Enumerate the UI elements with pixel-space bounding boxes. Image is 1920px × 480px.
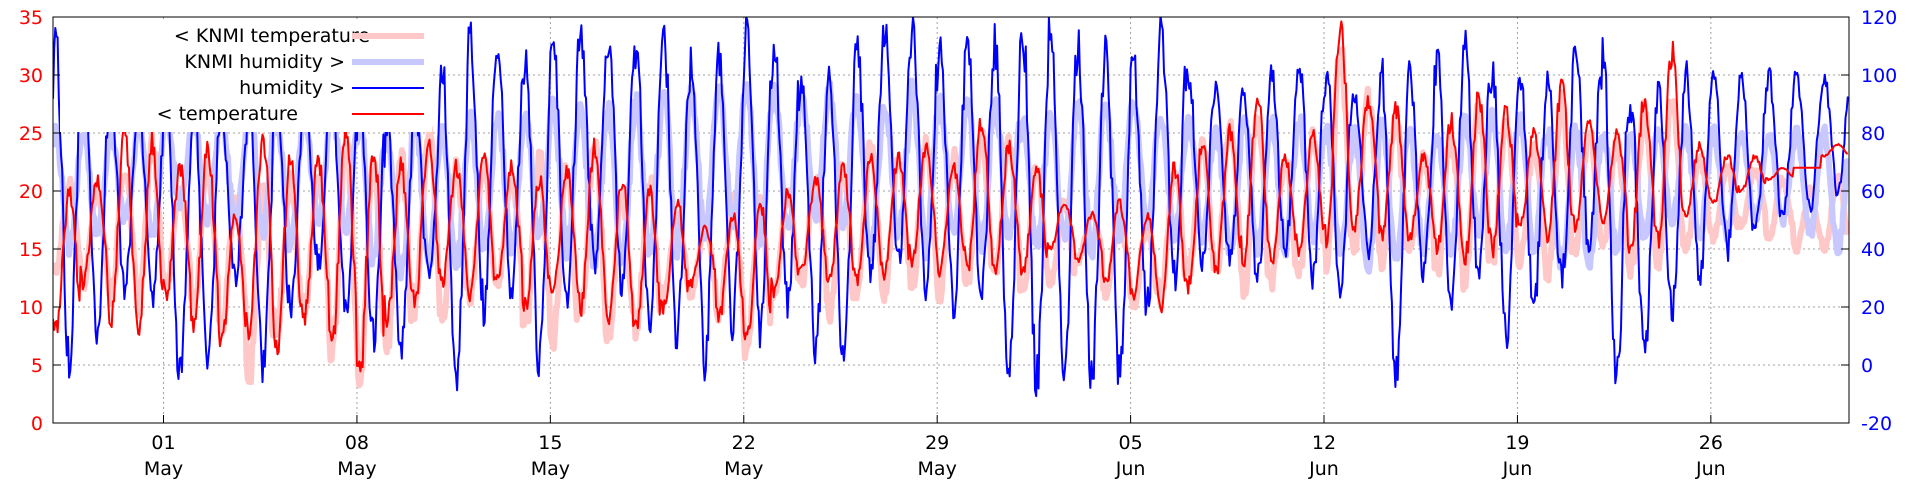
x-tick-day-label: 15 — [538, 432, 562, 454]
x-tick-day-label: 29 — [925, 432, 949, 454]
right-tick-label: 40 — [1861, 239, 1885, 261]
right-tick-label: 100 — [1861, 65, 1897, 87]
x-tick-day-label: 05 — [1119, 432, 1143, 454]
right-tick-label: 20 — [1861, 297, 1885, 319]
x-tick-month-label: May — [144, 458, 183, 480]
legend-label-temperature: < temperature — [157, 103, 298, 125]
x-tick-month-label: Jun — [1695, 458, 1726, 480]
x-tick-day-label: 26 — [1699, 432, 1723, 454]
x-tick-month-label: Jun — [1115, 458, 1146, 480]
series-line-knmi-humidity — [53, 77, 1849, 282]
left-tick-label: 30 — [19, 65, 43, 87]
right-tick-label: 120 — [1861, 7, 1897, 29]
legend-label-humidity: humidity > — [239, 77, 345, 99]
x-tick-month-label: May — [918, 458, 957, 480]
right-tick-label: -20 — [1861, 413, 1892, 435]
left-tick-label: 35 — [19, 7, 43, 29]
x-tick-month-label: May — [337, 458, 376, 480]
left-tick-label: 10 — [19, 297, 43, 319]
series-line-temperature — [53, 20, 1848, 373]
axes: 05101520253035-2002040608010012001May08M… — [19, 7, 1897, 480]
x-tick-day-label: 19 — [1505, 432, 1529, 454]
legend-label-knmi-temperature: < KNMI temperature — [174, 25, 370, 47]
x-tick-day-label: 12 — [1312, 432, 1336, 454]
x-tick-month-label: May — [531, 458, 570, 480]
x-tick-month-label: Jun — [1308, 458, 1339, 480]
x-tick-day-label: 01 — [151, 432, 175, 454]
plot-border — [52, 16, 1850, 424]
legend-label-knmi-humidity: KNMI humidity > — [184, 51, 345, 73]
left-tick-label: 5 — [31, 355, 43, 377]
x-tick-day-label: 08 — [345, 432, 369, 454]
right-tick-label: 60 — [1861, 181, 1885, 203]
left-tick-label: 0 — [31, 413, 43, 435]
left-tick-label: 20 — [19, 181, 43, 203]
right-tick-label: 80 — [1861, 123, 1885, 145]
left-tick-label: 25 — [19, 123, 43, 145]
right-tick-label: 0 — [1861, 355, 1873, 377]
x-tick-month-label: Jun — [1502, 458, 1533, 480]
series-layer — [53, 17, 1849, 398]
legend: < KNMI temperature KNMI humidity > humid… — [60, 20, 432, 132]
x-tick-month-label: May — [724, 458, 763, 480]
x-tick-day-label: 22 — [732, 432, 756, 454]
left-tick-label: 15 — [19, 239, 43, 261]
